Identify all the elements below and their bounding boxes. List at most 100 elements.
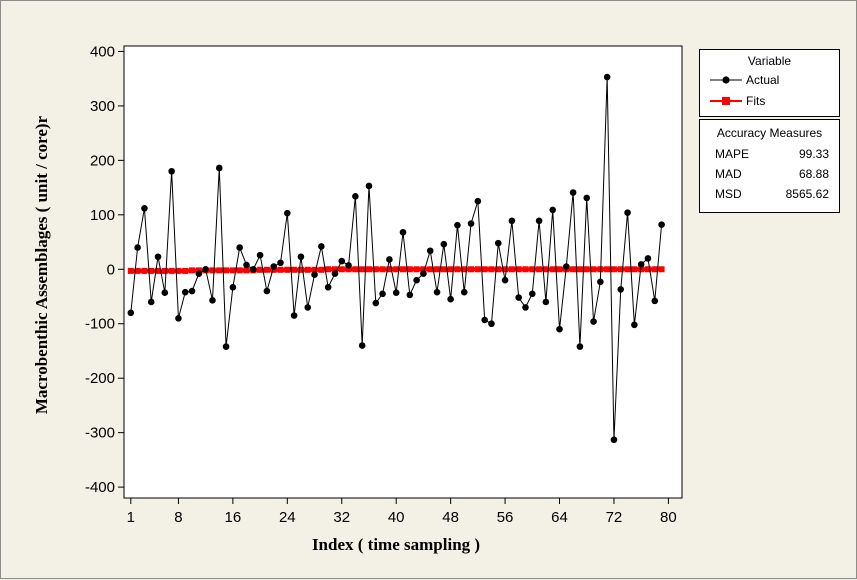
y-tick-label: 200 [90, 152, 115, 169]
actual-point [426, 247, 434, 255]
x-tick-label: 40 [388, 509, 405, 526]
actual-point [345, 262, 352, 269]
fits-point [583, 266, 590, 273]
fits-point [338, 266, 345, 273]
accuracy-name-mad: MAD [715, 167, 742, 181]
actual-point [270, 263, 278, 270]
fits-point [325, 266, 332, 273]
accuracy-value-mape: 99.33 [798, 147, 829, 161]
fits-point [515, 266, 522, 273]
fits-point [379, 266, 386, 273]
y-tick-label: 300 [90, 98, 115, 115]
actual-point [556, 325, 563, 333]
accuracy-name-msd: MSD [715, 187, 742, 201]
fits-point [168, 267, 175, 274]
actual-point [256, 251, 264, 259]
actual-point [324, 283, 332, 291]
actual-series [127, 73, 665, 444]
actual-point [277, 259, 284, 267]
fits-point [576, 266, 583, 273]
fits-point [284, 266, 291, 273]
fits-point [223, 267, 230, 274]
actual-point [141, 204, 148, 212]
actual-point [338, 257, 346, 265]
fits-point [127, 267, 134, 274]
actual-point [440, 240, 448, 248]
y-tick-label: -400 [85, 479, 115, 496]
actual-point [488, 320, 495, 328]
fits-point [556, 266, 563, 273]
fits-point [216, 267, 223, 274]
fits-point [182, 267, 189, 274]
y-axis-title: Macrobenthic Assemblages ( unit / core)r [32, 115, 51, 414]
actual-point [215, 164, 223, 172]
fits-point [393, 266, 400, 273]
fits-point [359, 266, 366, 273]
fits-point [243, 267, 250, 274]
fits-point [617, 266, 624, 273]
actual-point [583, 194, 591, 202]
fits-point [454, 266, 461, 273]
actual-point [481, 316, 488, 324]
fits-point [400, 266, 406, 273]
actual-point [392, 289, 400, 296]
accuracy-value-mad: 68.88 [798, 167, 829, 181]
actual-point [522, 304, 529, 311]
accuracy-row: MAPE 99.33 [700, 147, 839, 163]
accuracy-row: MAD 68.88 [700, 167, 839, 183]
x-tick-label: 80 [660, 509, 677, 526]
fits-point [549, 266, 556, 273]
fits-point [604, 266, 611, 273]
actual-point [563, 263, 570, 270]
fits-point [427, 266, 434, 273]
y-tick-label: 0 [107, 261, 115, 278]
fits-point [590, 266, 597, 273]
actual-point [658, 221, 665, 228]
actual-point [318, 243, 325, 250]
actual-symbol-icon [710, 76, 742, 84]
actual-point [549, 206, 557, 214]
actual-point [222, 343, 230, 350]
fits-point [529, 266, 536, 273]
x-tick-label: 8 [174, 509, 182, 526]
legend-label-fits: Fits [746, 94, 766, 108]
actual-point [154, 253, 162, 261]
x-tick-label: 32 [333, 509, 350, 526]
fits-series [127, 266, 665, 274]
actual-point [542, 298, 550, 306]
actual-point [406, 291, 414, 299]
fits-point [542, 266, 549, 273]
actual-point [590, 318, 597, 325]
fits-point [420, 266, 427, 273]
actual-point [249, 265, 257, 273]
fits-symbol-icon [710, 97, 742, 105]
fits-point [141, 267, 148, 274]
actual-point [624, 209, 631, 216]
actual-point [651, 297, 659, 305]
y-tick-label: 400 [90, 43, 115, 60]
actual-point [209, 297, 216, 304]
actual-point [168, 167, 175, 175]
fits-point [365, 266, 372, 273]
fits-point [481, 266, 488, 273]
actual-point [501, 276, 509, 284]
y-tick-label: -300 [85, 425, 115, 442]
fits-point [175, 267, 182, 274]
actual-point [243, 261, 250, 269]
actual-point [379, 290, 386, 298]
fits-point [522, 266, 529, 273]
actual-point [603, 73, 611, 81]
actual-point [631, 321, 638, 329]
fits-point [311, 266, 318, 273]
fits-point [468, 266, 475, 273]
x-tick-label: 64 [551, 509, 568, 526]
actual-point [134, 244, 141, 251]
fits-point [651, 266, 658, 273]
actual-point [617, 286, 625, 293]
fits-point [134, 267, 141, 274]
actual-point [637, 261, 645, 268]
fits-point [644, 266, 651, 273]
actual-point [365, 182, 373, 190]
